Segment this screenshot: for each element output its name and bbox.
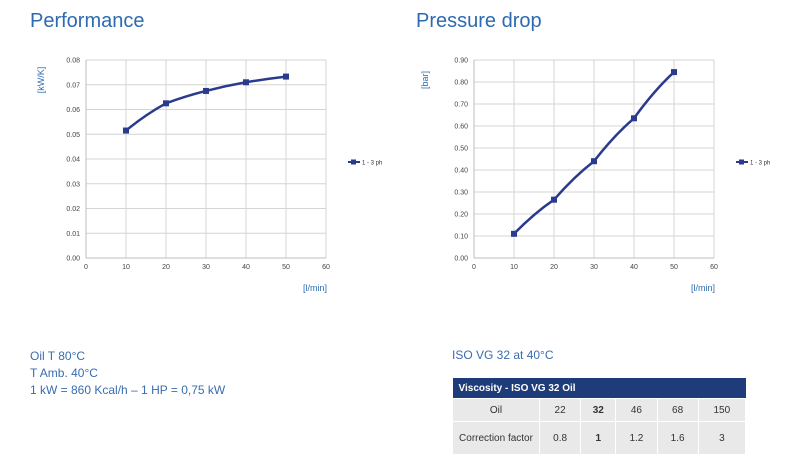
table-cell: 22 [538,398,582,422]
y-tick-label: 0.05 [66,132,80,139]
y-tick-label: 0.06 [66,107,80,114]
table-cell: 0.8 [538,421,582,455]
table-cell: 68 [656,398,699,422]
data-point [283,73,289,80]
operating-notes: Oil T 80°C T Amb. 40°C 1 kW = 860 Kcal/h… [30,348,225,399]
data-point [511,230,517,237]
x-tick-label: 10 [122,264,130,271]
table-cell: 46 [615,398,658,422]
y-tick-label: 0.30 [454,190,468,197]
table-cell: 1.6 [656,421,699,455]
y-tick-label: 0.20 [454,212,468,219]
y-tick-label: 0.80 [454,80,468,87]
iso-label: ISO VG 32 at 40°C [452,348,554,362]
table-row: Oil 22 32 46 68 150 [452,398,747,422]
x-tick-label: 60 [322,264,330,271]
performance-chart: 0 10 20 30 40 50 60 0.00 0.01 0.02 0.03 0.04 0.05 0.0… [36,58,382,294]
x-tick-label: 0 [472,264,476,271]
legend-marker [351,159,356,165]
data-point [163,100,169,107]
note-unit-conversion: 1 kW = 860 Kcal/h – 1 HP = 0,75 kW [30,383,226,397]
x-tick-label: 30 [202,264,210,271]
table-cell: 3 [697,421,747,455]
pressure-chart: 0 10 20 30 40 50 60 0.00 0.10 0.20 0.30 0.40 0.50 0.6… [420,58,770,294]
data-point [671,69,677,76]
data-point [243,79,249,86]
x-tick-label: 40 [242,264,250,271]
viscosity-table-header: Viscosity - ISO VG 32 Oil [452,378,746,399]
y-tick-label: 0.07 [66,82,80,89]
data-point [123,127,129,134]
x-tick-label: 40 [630,264,638,271]
x-tick-label: 10 [510,264,518,271]
x-tick-label: 30 [590,264,598,271]
note-oil-temp: Oil T 80°C [30,349,86,363]
y-tick-label: 0.60 [454,124,468,131]
y-tick-label: 0.50 [454,146,468,153]
note-ambient-temp: T Amb. 40°C [30,366,98,380]
y-tick-label: 0.00 [66,256,80,263]
table-cell: 1.2 [615,421,658,455]
x-tick-label: 50 [282,264,290,271]
y-tick-label: 0.40 [454,168,468,175]
table-cell: 150 [697,398,747,422]
legend-marker [739,159,744,165]
row-label-oil: Oil [452,398,540,422]
y-tick-label: 0.03 [66,181,80,188]
x-axis-label: [l/min] [303,283,327,293]
y-tick-label: 0.00 [454,256,468,263]
x-tick-label: 0 [84,264,88,271]
y-axis-label: [bar] [420,71,430,89]
y-tick-label: 0.01 [66,231,80,238]
y-tick-label: 0.02 [66,206,80,213]
data-point [631,115,637,122]
table-cell: 1 [580,421,617,455]
x-tick-label: 20 [162,264,170,271]
y-tick-label: 0.04 [66,157,80,164]
y-tick-label: 0.70 [454,102,468,109]
y-tick-label: 0.10 [454,234,468,241]
y-axis-label: [kW/K] [36,67,46,94]
data-point [551,196,557,203]
x-axis-label: [l/min] [691,283,715,293]
row-label-correction: Correction factor [452,421,540,455]
legend-label: 1 - 3 ph [362,161,382,167]
y-tick-label: 0.08 [66,58,80,65]
data-point [203,87,209,94]
viscosity-table: Viscosity - ISO VG 32 Oil Oil 22 32 46 6… [452,378,747,455]
performance-chart-title: Performance [30,10,145,32]
table-row: Correction factor 0.8 1 1.2 1.6 3 [452,421,747,455]
legend-label: 1 - 3 ph [750,161,770,167]
table-cell: 32 [580,398,617,422]
pressure-chart-title: Pressure drop [416,10,542,32]
y-tick-label: 0.90 [454,58,468,65]
x-tick-label: 20 [550,264,558,271]
x-tick-label: 60 [710,264,718,271]
data-point [591,158,597,165]
charts-canvas: 0 10 20 30 40 50 60 0.00 0.01 0.02 0.03 0.04 0.05 0.0… [36,58,770,294]
x-tick-label: 50 [670,264,678,271]
